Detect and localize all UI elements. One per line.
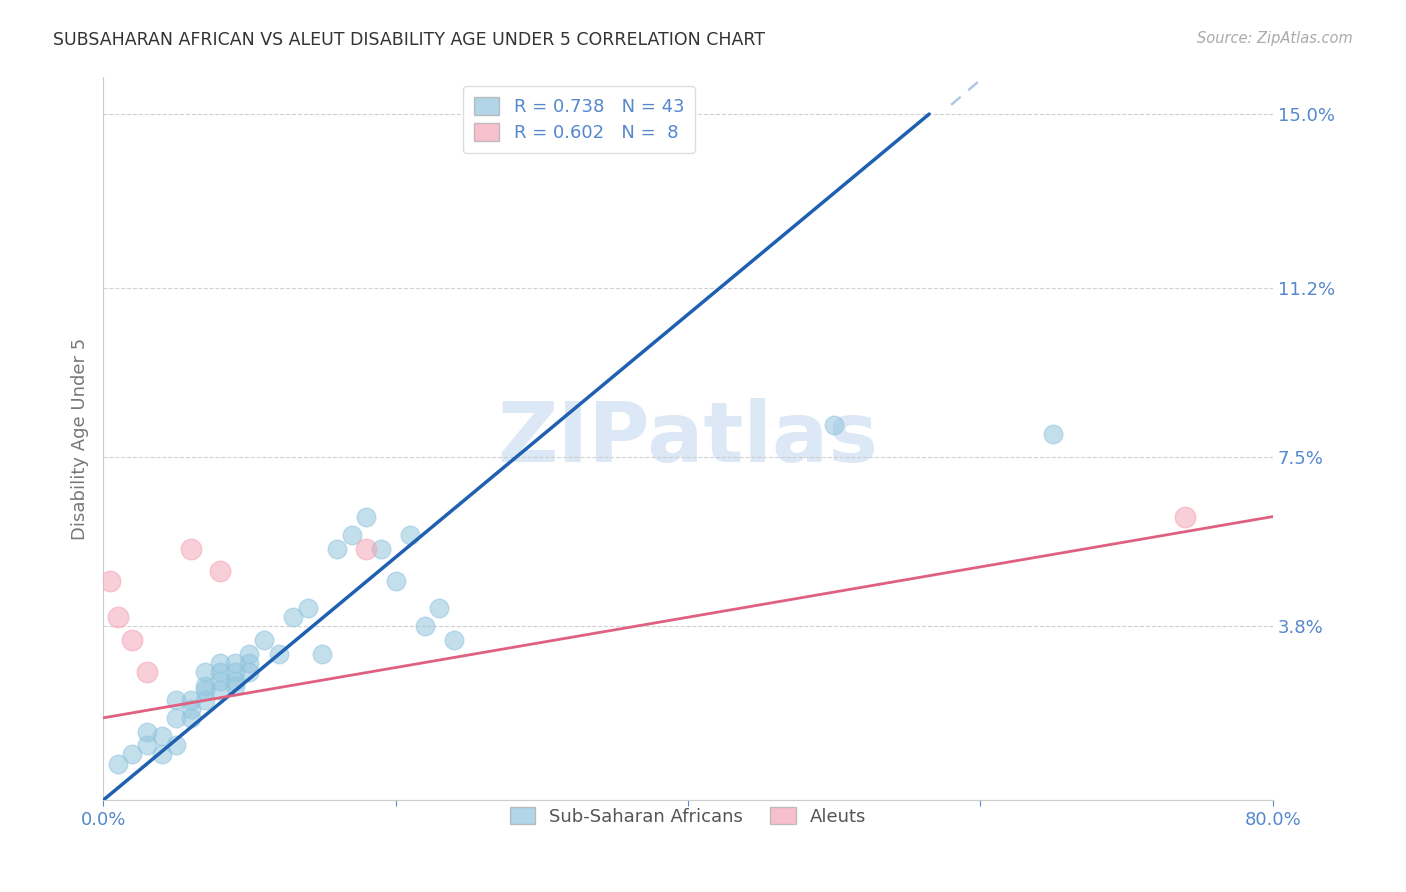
Point bbox=[238, 656, 260, 670]
Point bbox=[224, 665, 246, 680]
Point bbox=[209, 656, 232, 670]
Y-axis label: Disability Age Under 5: Disability Age Under 5 bbox=[72, 338, 89, 540]
Point bbox=[356, 509, 378, 524]
Point bbox=[209, 665, 232, 680]
Legend: Sub-Saharan Africans, Aleuts: Sub-Saharan Africans, Aleuts bbox=[501, 797, 876, 835]
Point bbox=[136, 724, 159, 739]
Point bbox=[194, 665, 217, 680]
Point bbox=[326, 541, 349, 556]
Point bbox=[253, 633, 276, 648]
Text: SUBSAHARAN AFRICAN VS ALEUT DISABILITY AGE UNDER 5 CORRELATION CHART: SUBSAHARAN AFRICAN VS ALEUT DISABILITY A… bbox=[53, 31, 765, 49]
Point bbox=[107, 610, 129, 624]
Point bbox=[224, 656, 246, 670]
Point bbox=[107, 756, 129, 771]
Point bbox=[413, 619, 436, 633]
Point bbox=[823, 418, 845, 433]
Point bbox=[180, 692, 202, 706]
Point bbox=[443, 633, 465, 648]
Point bbox=[429, 601, 451, 615]
Point bbox=[100, 574, 122, 588]
Text: Source: ZipAtlas.com: Source: ZipAtlas.com bbox=[1197, 31, 1353, 46]
Point bbox=[180, 711, 202, 725]
Point bbox=[384, 574, 406, 588]
Point bbox=[165, 739, 187, 753]
Point bbox=[340, 528, 363, 542]
Point bbox=[121, 747, 143, 762]
Text: ZIPatlas: ZIPatlas bbox=[498, 399, 879, 479]
Point bbox=[165, 692, 187, 706]
Point bbox=[356, 541, 378, 556]
Point bbox=[1042, 427, 1064, 442]
Point bbox=[150, 729, 173, 743]
Point bbox=[180, 702, 202, 716]
Point bbox=[283, 610, 305, 624]
Point bbox=[238, 665, 260, 680]
Point bbox=[180, 541, 202, 556]
Point bbox=[311, 647, 333, 661]
Point bbox=[1174, 509, 1197, 524]
Point bbox=[297, 601, 319, 615]
Point bbox=[267, 647, 290, 661]
Point bbox=[194, 683, 217, 698]
Point bbox=[136, 739, 159, 753]
Point bbox=[209, 683, 232, 698]
Point bbox=[194, 679, 217, 693]
Point bbox=[224, 679, 246, 693]
Point bbox=[209, 565, 232, 579]
Point bbox=[238, 647, 260, 661]
Point bbox=[121, 633, 143, 648]
Point bbox=[165, 711, 187, 725]
Point bbox=[150, 747, 173, 762]
Point bbox=[194, 692, 217, 706]
Point bbox=[136, 665, 159, 680]
Point bbox=[399, 528, 422, 542]
Point bbox=[370, 541, 392, 556]
Point bbox=[224, 674, 246, 689]
Point bbox=[209, 674, 232, 689]
